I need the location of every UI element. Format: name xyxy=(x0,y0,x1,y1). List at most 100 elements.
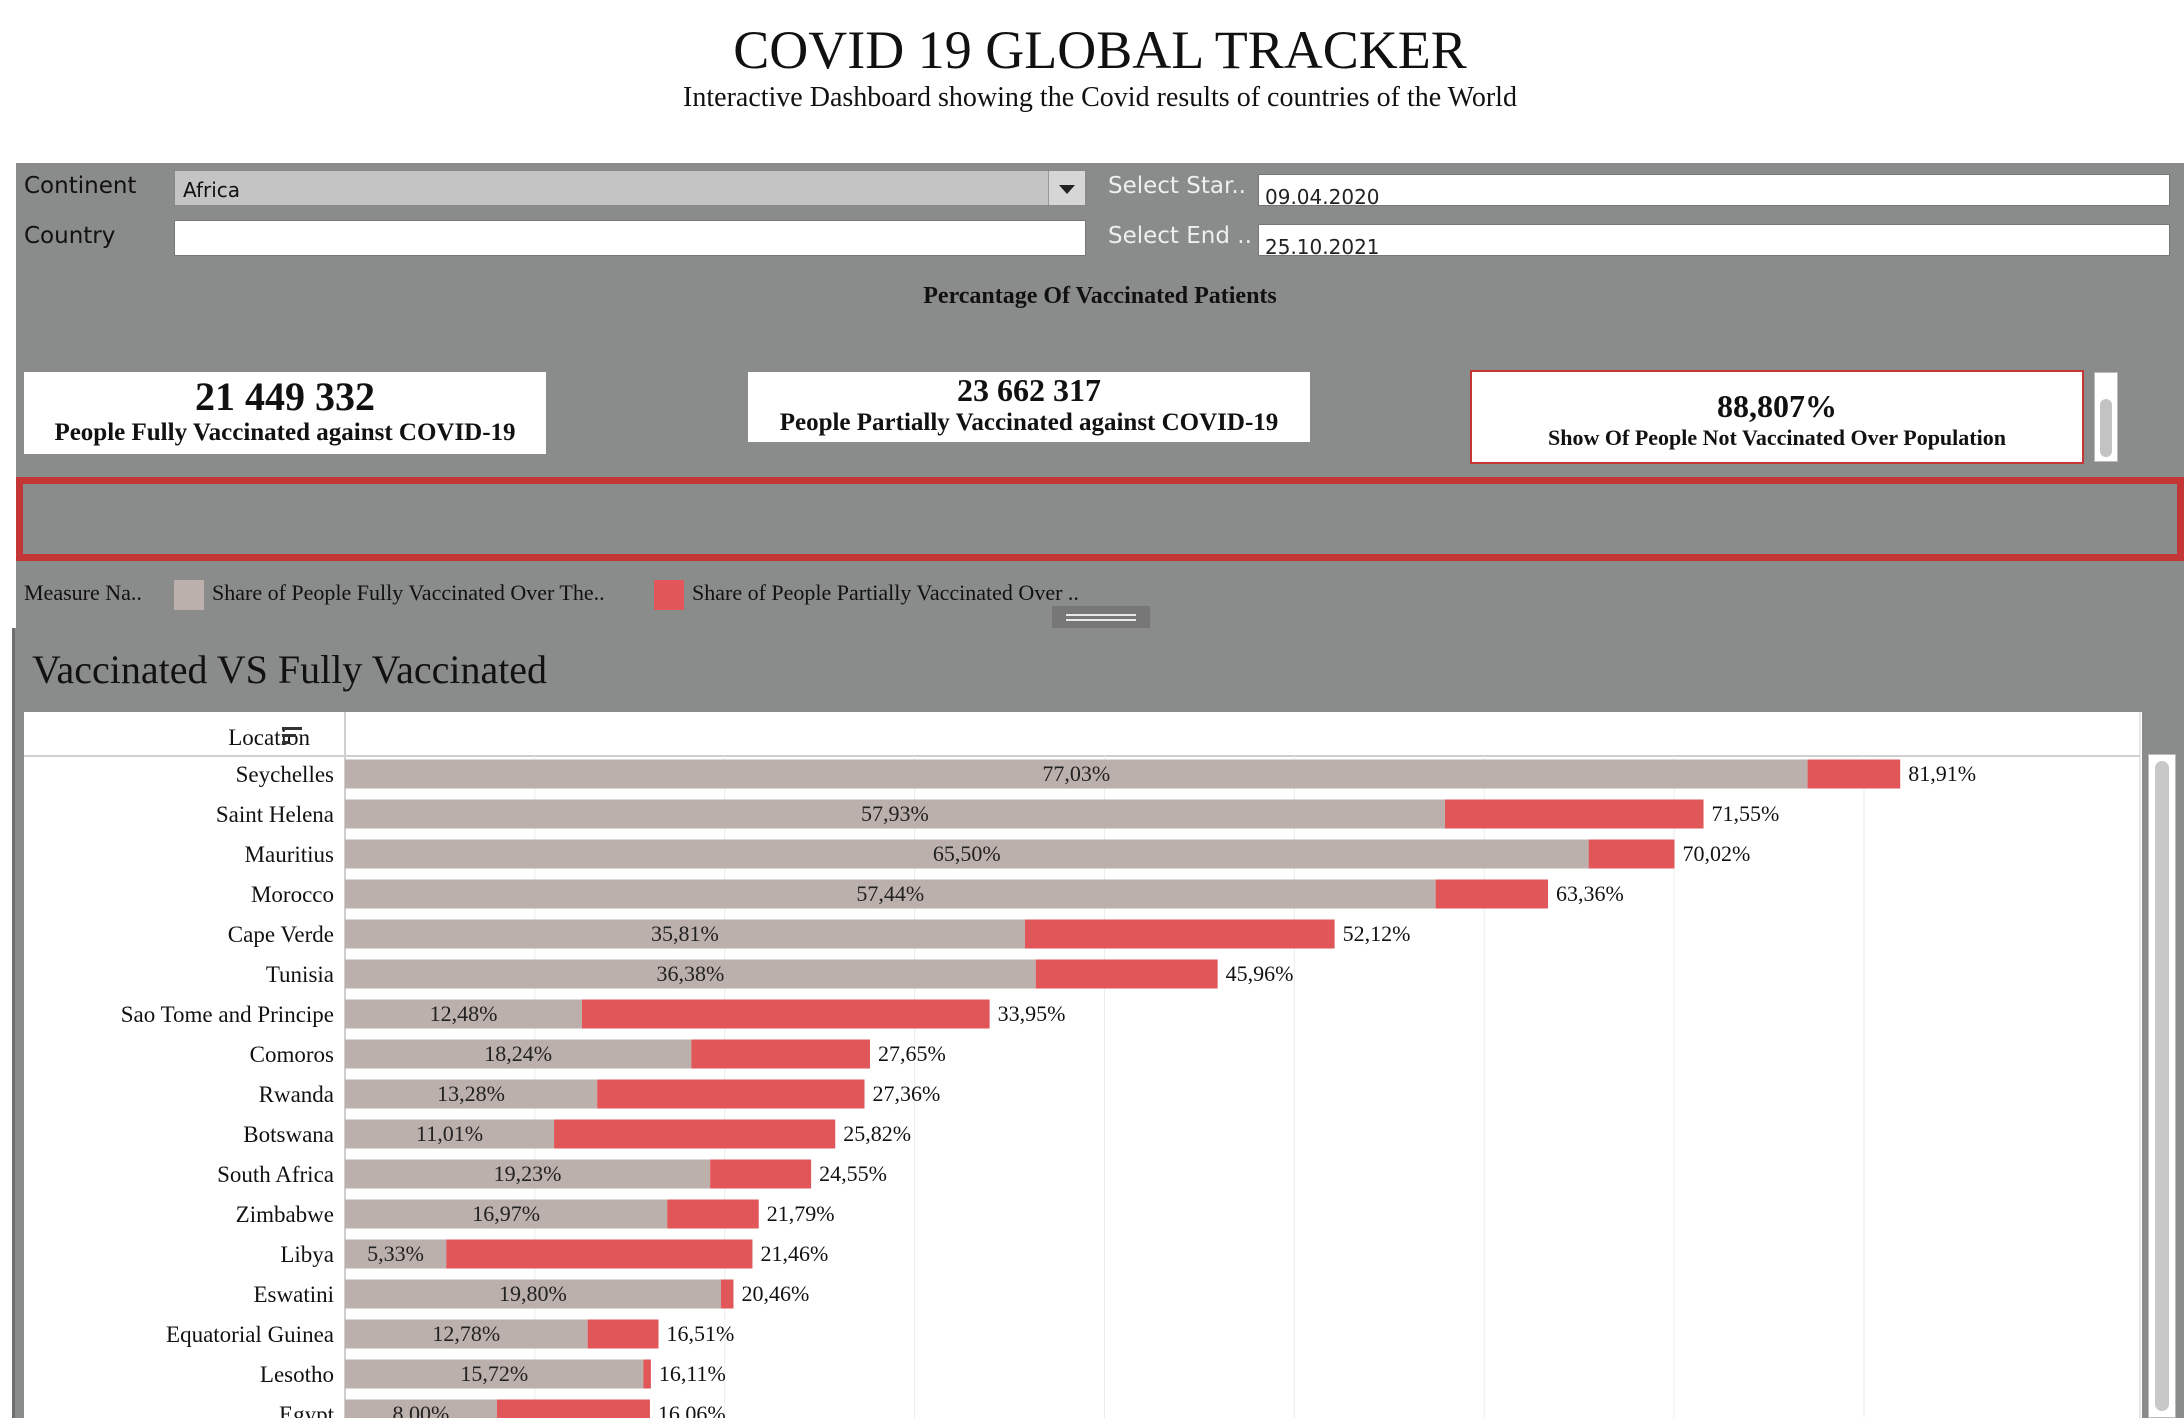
country-label: Country xyxy=(24,223,116,249)
location-label[interactable]: Comoros xyxy=(250,1042,334,1067)
scrollbar-thumb[interactable] xyxy=(2100,399,2112,457)
continent-dropdown[interactable]: Africa xyxy=(174,170,1086,206)
chart-scrollbar[interactable] xyxy=(2148,754,2176,1418)
bar-fully-vaccinated[interactable] xyxy=(345,1399,497,1418)
kpi-fully-vaccinated: 21 449 332 People Fully Vaccinated again… xyxy=(24,372,546,454)
bar-fully-vaccinated[interactable] xyxy=(345,1199,668,1229)
bar-partially-vaccinated[interactable] xyxy=(643,1359,651,1389)
bar-fully-vaccinated[interactable] xyxy=(345,1319,588,1349)
bar-inner-label: 57,44% xyxy=(856,881,924,906)
location-label[interactable]: Saint Helena xyxy=(216,802,334,827)
section-title: Percantage Of Vaccinated Patients xyxy=(923,283,1277,309)
location-label[interactable]: Rwanda xyxy=(259,1082,334,1107)
bar-fully-vaccinated[interactable] xyxy=(345,1119,555,1149)
bar-total-label: 70,02% xyxy=(1682,841,1750,866)
bar-partially-vaccinated[interactable] xyxy=(581,999,990,1029)
bar-fully-vaccinated[interactable] xyxy=(345,1239,447,1269)
bar-fully-vaccinated[interactable] xyxy=(345,1159,711,1189)
start-date-input[interactable]: 09.04.2020 xyxy=(1258,174,2170,209)
bar-total-label: 63,36% xyxy=(1556,881,1624,906)
sort-descending-icon-line xyxy=(282,734,296,737)
bar-partially-vaccinated[interactable] xyxy=(496,1399,650,1418)
location-label[interactable]: Libya xyxy=(280,1242,334,1267)
location-label[interactable]: Botswana xyxy=(243,1122,334,1147)
end-date-label: Select End .. xyxy=(1108,223,1252,249)
location-label[interactable]: Lesotho xyxy=(260,1362,334,1387)
kpi-value: 21 449 332 xyxy=(195,374,375,419)
country-input[interactable] xyxy=(174,220,1086,256)
bar-partially-vaccinated[interactable] xyxy=(1807,759,1901,789)
kpi-label: People Partially Vaccinated against COVI… xyxy=(779,409,1279,436)
bar-partially-vaccinated[interactable] xyxy=(667,1199,759,1229)
bar-total-label: 21,79% xyxy=(767,1201,835,1226)
bar-partially-vaccinated[interactable] xyxy=(710,1159,812,1189)
bar-partially-vaccinated[interactable] xyxy=(587,1319,659,1349)
bar-partially-vaccinated[interactable] xyxy=(446,1239,753,1269)
legend-swatch-fully[interactable] xyxy=(174,580,204,610)
kpi-label: People Fully Vaccinated against COVID-19 xyxy=(54,419,516,446)
bar-partially-vaccinated[interactable] xyxy=(1024,919,1335,949)
bar-partially-vaccinated[interactable] xyxy=(597,1079,865,1109)
bar-fully-vaccinated[interactable] xyxy=(345,1359,644,1389)
start-date-label: Select Star.. xyxy=(1108,173,1246,199)
bar-fully-vaccinated[interactable] xyxy=(345,1279,721,1309)
resize-handle[interactable] xyxy=(1052,606,1150,628)
bar-inner-label: 12,78% xyxy=(432,1321,500,1346)
location-label[interactable]: Mauritius xyxy=(245,842,334,867)
location-label[interactable]: Sao Tome and Principe xyxy=(121,1002,334,1027)
bar-inner-label: 5,33% xyxy=(367,1241,424,1266)
legend-swatch-partially[interactable] xyxy=(654,580,684,610)
location-label[interactable]: Morocco xyxy=(251,882,334,907)
bar-total-label: 52,12% xyxy=(1343,921,1411,946)
location-label[interactable]: Egypt xyxy=(279,1402,335,1418)
bar-fully-vaccinated[interactable] xyxy=(345,1079,598,1109)
bar-fully-vaccinated[interactable] xyxy=(345,759,1808,789)
bar-inner-label: 35,81% xyxy=(651,921,719,946)
end-date-input[interactable]: 25.10.2021 xyxy=(1258,224,2170,259)
bar-partially-vaccinated[interactable] xyxy=(1588,839,1675,869)
bar-inner-label: 57,93% xyxy=(861,801,929,826)
kpi-value: 88,807% xyxy=(1717,388,1837,424)
bar-partially-vaccinated[interactable] xyxy=(1435,879,1549,909)
sort-descending-icon[interactable] xyxy=(282,727,302,730)
bar-partially-vaccinated[interactable] xyxy=(691,1039,870,1069)
bar-fully-vaccinated[interactable] xyxy=(345,999,582,1029)
legend-label-partially[interactable]: Share of People Partially Vaccinated Ove… xyxy=(692,580,1079,605)
bar-partially-vaccinated[interactable] xyxy=(554,1119,836,1149)
bar-fully-vaccinated[interactable] xyxy=(345,919,1025,949)
chevron-down-icon[interactable] xyxy=(1048,171,1085,205)
scrollbar-thumb[interactable] xyxy=(2155,761,2169,1411)
location-label[interactable]: South Africa xyxy=(217,1162,334,1187)
bar-total-label: 16,11% xyxy=(659,1361,726,1386)
bar-total-label: 20,46% xyxy=(741,1281,809,1306)
chart-title: Vaccinated VS Fully Vaccinated xyxy=(32,647,548,692)
bar-total-label: 24,55% xyxy=(819,1161,887,1186)
bar-fully-vaccinated[interactable] xyxy=(345,1039,692,1069)
bar-fully-vaccinated[interactable] xyxy=(345,799,1445,829)
bar-total-label: 27,36% xyxy=(872,1081,940,1106)
bar-total-label: 16,51% xyxy=(666,1321,734,1346)
sort-descending-icon-line xyxy=(282,741,289,744)
location-label[interactable]: Equatorial Guinea xyxy=(166,1322,334,1347)
bar-inner-label: 65,50% xyxy=(933,841,1001,866)
bar-total-label: 21,46% xyxy=(760,1241,828,1266)
bar-inner-label: 18,24% xyxy=(484,1041,552,1066)
bar-total-label: 71,55% xyxy=(1712,801,1780,826)
location-label[interactable]: Tunisia xyxy=(266,962,334,987)
page-title: COVID 19 GLOBAL TRACKER xyxy=(733,20,1467,80)
kpi-scrollbar[interactable] xyxy=(2094,372,2118,462)
bar-partially-vaccinated[interactable] xyxy=(1035,959,1218,989)
bar-fully-vaccinated[interactable] xyxy=(345,879,1436,909)
bar-partially-vaccinated[interactable] xyxy=(720,1279,734,1309)
location-label[interactable]: Zimbabwe xyxy=(236,1202,334,1227)
page-subtitle: Interactive Dashboard showing the Covid … xyxy=(683,82,1517,113)
bar-fully-vaccinated[interactable] xyxy=(345,959,1036,989)
bar-partially-vaccinated[interactable] xyxy=(1444,799,1704,829)
location-label[interactable]: Cape Verde xyxy=(228,922,334,947)
location-label[interactable]: Eswatini xyxy=(254,1282,335,1307)
bar-fully-vaccinated[interactable] xyxy=(345,839,1589,869)
location-label[interactable]: Seychelles xyxy=(236,762,334,787)
chart-area: Location Seychelles 77,03% 81,91% Saint Hele… xyxy=(24,712,2142,1418)
legend-label-fully[interactable]: Share of People Fully Vaccinated Over Th… xyxy=(212,580,605,605)
